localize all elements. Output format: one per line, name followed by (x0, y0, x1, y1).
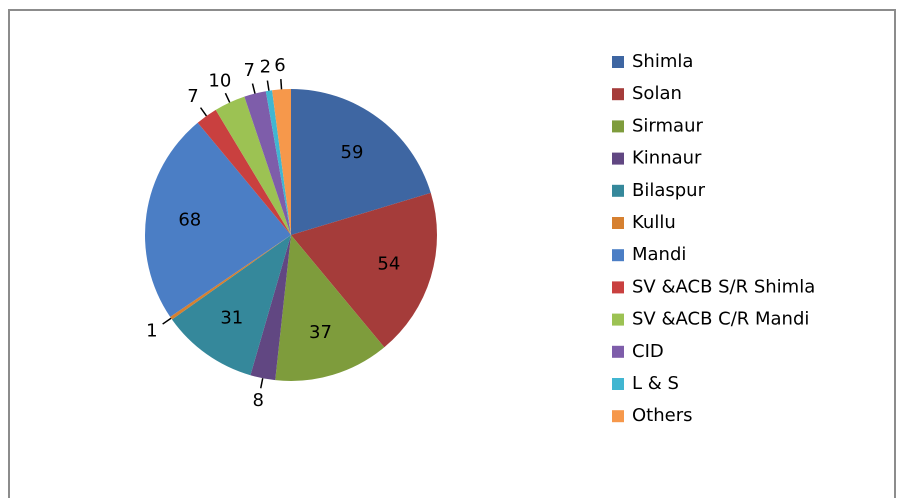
pie-slice (170, 235, 291, 320)
data-label: 7 (244, 60, 255, 81)
data-label: 37 (309, 322, 332, 343)
legend-swatch (612, 217, 624, 229)
data-label: 6 (274, 55, 285, 76)
leader-line (224, 92, 231, 103)
legend-label: Others (632, 405, 693, 426)
legend-swatch (612, 120, 624, 133)
data-label: 10 (208, 70, 231, 91)
data-label: 68 (178, 210, 201, 231)
pie-slice (265, 90, 291, 235)
data-label: 7 (187, 86, 198, 107)
data-label: 2 (260, 57, 271, 78)
legend-label: CID (632, 341, 664, 362)
leader-line (280, 79, 283, 90)
legend-label: Kullu (632, 212, 676, 233)
legend-swatch (612, 345, 624, 358)
data-label: 31 (220, 307, 243, 328)
legend-swatch (612, 281, 624, 294)
leader-line (259, 378, 264, 389)
leader-line (199, 107, 208, 117)
legend-swatch (612, 88, 624, 101)
legend-label: Shimla (632, 51, 693, 72)
pie-slice (215, 96, 291, 235)
pie-slice (197, 109, 291, 235)
pie-slice (250, 235, 291, 381)
data-label: 8 (252, 390, 263, 411)
legend-label: L & S (632, 373, 679, 394)
legend-label: Kinnaur (632, 148, 702, 169)
legend-label: Solan (632, 83, 682, 104)
legend-label: Sirmaur (632, 115, 703, 136)
pie-slice (272, 89, 291, 235)
pie-slice (171, 235, 291, 376)
pie-slice (244, 91, 291, 235)
legend-label: Mandi (632, 244, 686, 265)
legend-swatch (612, 184, 624, 197)
pie-slice (275, 235, 385, 381)
legend-swatch (612, 378, 624, 390)
legend-label: SV &ACB C/R Mandi (632, 309, 809, 330)
leader-line (266, 80, 270, 91)
leader-line (162, 317, 172, 325)
legend-swatch (612, 152, 624, 165)
data-label: 1 (146, 321, 157, 342)
legend-label: SV &ACB S/R Shimla (632, 276, 815, 297)
legend-swatch (612, 313, 624, 326)
legend-swatch (612, 56, 624, 68)
pie-slice (291, 192, 437, 348)
data-label: 59 (341, 142, 364, 163)
leader-line (251, 83, 256, 94)
legend-swatch (612, 249, 624, 262)
chart-frame (8, 9, 896, 502)
legend-label: Bilaspur (632, 180, 706, 201)
data-label: 54 (377, 253, 400, 274)
pie-slice (291, 89, 431, 235)
pie-slice (144, 122, 291, 317)
legend-swatch (612, 410, 624, 423)
